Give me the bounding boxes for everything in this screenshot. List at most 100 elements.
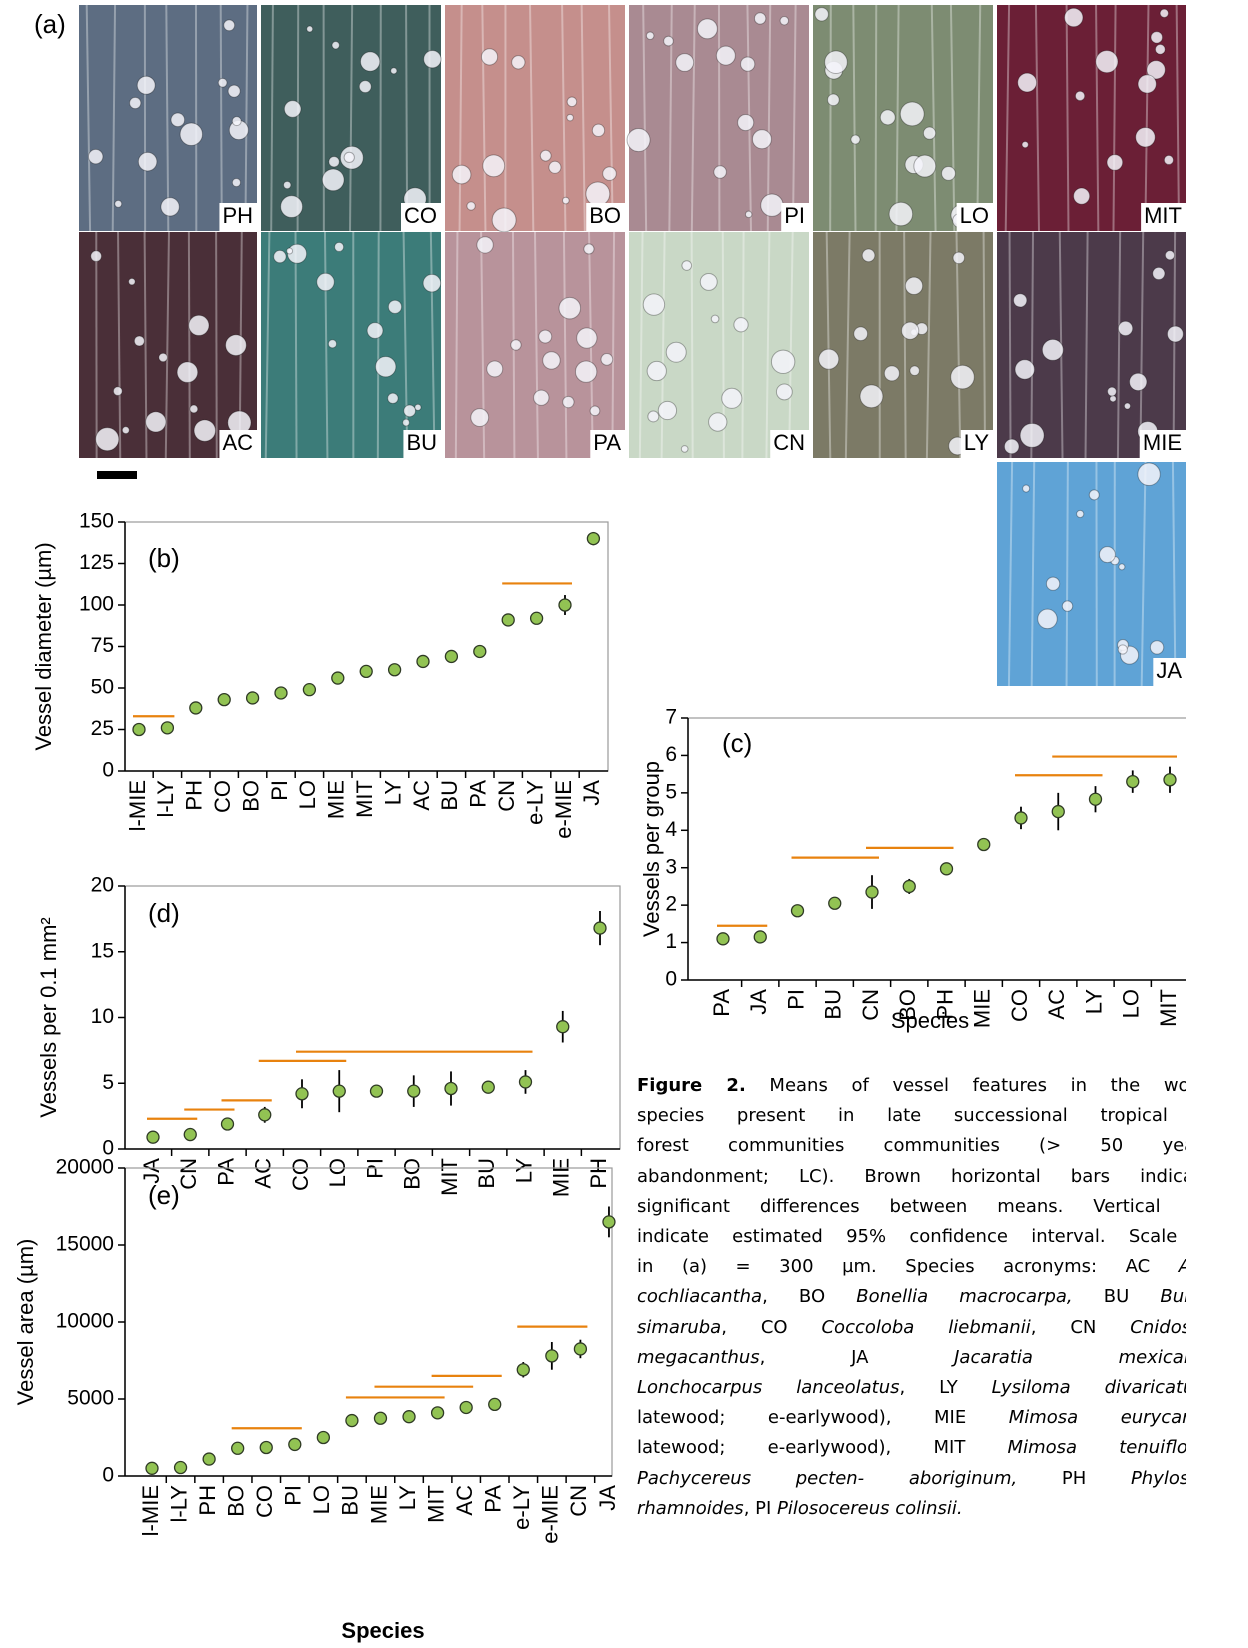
- micrograph-vessel: [642, 293, 666, 316]
- tile-label-background: [1141, 203, 1186, 231]
- caption-text: significant differences between means. V…: [637, 1195, 1186, 1217]
- micrograph-vessel: [128, 277, 136, 286]
- micrograph-vessel: [1073, 187, 1091, 205]
- micrograph: [261, 231, 442, 459]
- y-tick-label: 0: [102, 759, 114, 782]
- micrograph-vessel: [1166, 325, 1184, 343]
- micrograph-vessel: [402, 418, 410, 427]
- data-point: [183, 1127, 197, 1142]
- micrograph-vessel: [90, 250, 103, 263]
- micrograph-vessel: [170, 112, 186, 128]
- micrograph-ray: [164, 231, 170, 459]
- micrograph-ray: [874, 4, 878, 232]
- data-point: [1126, 774, 1140, 789]
- micrograph-vessel: [1063, 7, 1084, 28]
- micrograph-vessel: [950, 364, 975, 390]
- micrograph-vessel: [1117, 320, 1134, 337]
- tile-label: CN: [773, 430, 805, 455]
- data-point: [545, 1349, 559, 1363]
- x-tick-label: LY: [395, 1485, 420, 1511]
- micrograph-vessel: [1107, 386, 1117, 397]
- micrograph-vessel: [331, 41, 340, 50]
- micrograph-vessel: [486, 360, 504, 378]
- micrograph-vessel: [223, 19, 236, 32]
- x-tick-label: MIT: [352, 780, 377, 818]
- micrograph-vessel: [510, 339, 522, 351]
- x-tick-label: JA: [595, 1485, 620, 1511]
- micrograph-ray: [533, 231, 539, 459]
- data-point: [132, 722, 146, 737]
- micrograph-vessel: [217, 77, 228, 88]
- micrograph-vessel: [1117, 644, 1128, 655]
- data-point: [430, 1406, 445, 1420]
- panel-label: (d): [148, 898, 180, 928]
- micrograph-background: [261, 232, 441, 458]
- caption-line: forest communities communities (> 50 yea…: [637, 1131, 1186, 1161]
- micrograph-ray: [1008, 231, 1012, 459]
- micrograph-vessel: [566, 113, 574, 122]
- caption-text: , BO: [762, 1286, 857, 1308]
- micrograph: [445, 4, 625, 233]
- caption-text: Lysiloma divaricatum: [991, 1377, 1186, 1399]
- micrograph-ray: [458, 4, 463, 232]
- micrograph-vessel: [715, 45, 736, 66]
- x-tick-label: BO: [400, 1158, 425, 1190]
- micrograph-vessel: [414, 403, 422, 411]
- data-point: [516, 1363, 530, 1377]
- micrograph-vessel: [922, 126, 937, 140]
- micrograph-ray: [1095, 4, 1100, 232]
- x-tick-label: CN: [176, 1158, 201, 1190]
- caption-line: species present in late successional tro…: [637, 1101, 1186, 1131]
- data-point: [217, 692, 231, 707]
- micrograph-vessel: [542, 351, 561, 370]
- y-tick-label: 150: [79, 510, 114, 533]
- y-tick-label: 25: [91, 717, 114, 740]
- caption-line: Figure 2. Means of vessel features in th…: [637, 1071, 1186, 1101]
- micrograph-vessel: [591, 123, 606, 138]
- caption-text: in (a) = 300 µm. Species acronyms: AC: [637, 1256, 1179, 1278]
- micrograph-vessel: [901, 321, 920, 340]
- caption-text: abandonment; LC). Brown horizontal bars …: [637, 1165, 1186, 1187]
- y-tick-label: 20000: [56, 1156, 114, 1179]
- micrograph-vessel: [227, 84, 241, 98]
- micrograph-vessel: [129, 96, 142, 110]
- x-tick-label: MIE: [970, 989, 995, 1028]
- micrograph-ray: [976, 4, 982, 232]
- micrograph-vessel: [1076, 509, 1085, 519]
- micrograph-vessel: [1109, 395, 1117, 403]
- micrograph: [997, 231, 1186, 459]
- micrograph-vessel: [273, 249, 287, 264]
- y-tick-label: 4: [665, 818, 677, 841]
- micrograph-vessel: [779, 16, 790, 26]
- data-point: [259, 1440, 273, 1455]
- caption-text: Bonellia macrocarpa,: [856, 1286, 1073, 1308]
- caption: Figure 2. Means of vessel features in th…: [637, 1071, 1186, 1524]
- x-tick-label: MIE: [549, 1158, 574, 1197]
- caption-text: , JA: [759, 1346, 955, 1368]
- tile-label: LY: [964, 430, 990, 455]
- caption-line: abandonment; LC). Brown horizontal bars …: [637, 1162, 1186, 1192]
- y-tick-label: 5000: [67, 1387, 114, 1410]
- micrograph-vessel: [583, 243, 595, 255]
- micrograph-ray: [903, 231, 907, 459]
- x-tick-label: CO: [1007, 989, 1032, 1022]
- y-tick-label: 2: [665, 893, 677, 916]
- micrograph: [813, 4, 993, 232]
- micrograph-vessel: [850, 134, 861, 145]
- micrograph-vessel: [681, 260, 693, 271]
- y-tick-label: 7: [665, 706, 677, 729]
- micrograph-vessel: [589, 405, 601, 417]
- micrograph-vessel: [466, 201, 476, 211]
- caption-text: species present in late successional tro…: [637, 1105, 1186, 1127]
- data-point: [573, 1342, 588, 1356]
- x-tick-label: BU: [437, 780, 462, 811]
- caption-line: Pachycereus pecten- aboriginum, PH Phylo…: [637, 1464, 1186, 1494]
- micrograph-vessel: [328, 155, 340, 168]
- micrograph-vessel: [733, 317, 749, 333]
- micrograph-vessel: [751, 129, 772, 150]
- micrograph: [445, 231, 626, 459]
- micrograph-ray: [825, 231, 832, 459]
- micrograph-vessel: [699, 272, 718, 291]
